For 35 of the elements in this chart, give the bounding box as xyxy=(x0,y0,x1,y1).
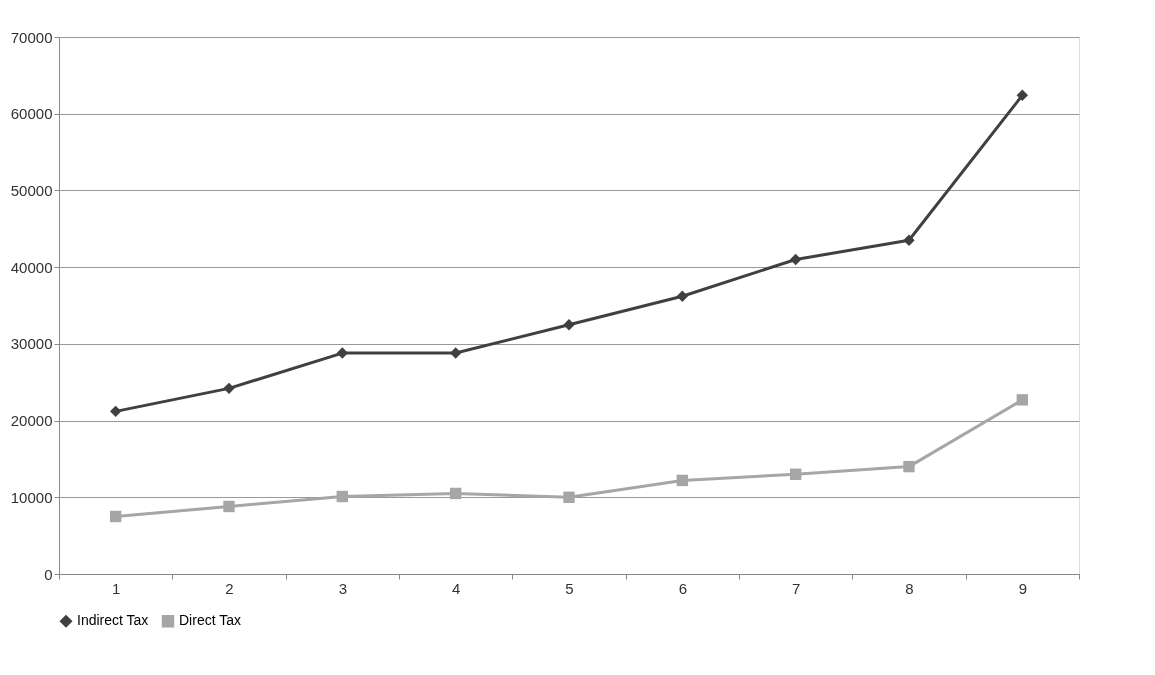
legend-label: Direct Tax xyxy=(179,612,241,629)
point xyxy=(903,234,915,246)
point xyxy=(109,510,122,523)
point xyxy=(223,382,235,395)
x-tick-label: 2 xyxy=(225,579,234,597)
point xyxy=(789,468,802,480)
x-tick-label: 4 xyxy=(451,579,461,597)
x-tick-label: 7 xyxy=(791,579,801,597)
y-tick-label: 30000 xyxy=(10,335,53,353)
x-tick-label: 8 xyxy=(905,579,914,597)
x-tick-label: 6 xyxy=(678,579,688,597)
y-tick-label: 0 xyxy=(44,565,53,583)
y-tick-label: 10000 xyxy=(10,488,53,506)
x-tick-label: 9 xyxy=(1018,579,1028,597)
y-tick-label: 50000 xyxy=(10,181,53,199)
x-tick-label: 1 xyxy=(111,579,121,597)
point xyxy=(676,474,689,487)
point xyxy=(1016,89,1029,101)
y-tick-label: 40000 xyxy=(10,258,53,276)
point xyxy=(563,491,575,503)
y-tick-label: 60000 xyxy=(10,105,53,123)
y-tick-label: 20000 xyxy=(10,412,53,430)
x-tick-label: 5 xyxy=(565,579,574,597)
y-tick-label: 70000 xyxy=(10,28,53,46)
point xyxy=(449,487,462,500)
point xyxy=(903,460,915,473)
x-tick-label: 3 xyxy=(338,579,348,597)
point xyxy=(336,490,349,503)
point xyxy=(109,405,122,418)
point xyxy=(676,290,689,302)
point xyxy=(563,318,575,331)
legend-label: Indirect Tax xyxy=(77,612,149,629)
point xyxy=(1016,394,1029,406)
point xyxy=(789,253,802,266)
point xyxy=(223,500,235,513)
